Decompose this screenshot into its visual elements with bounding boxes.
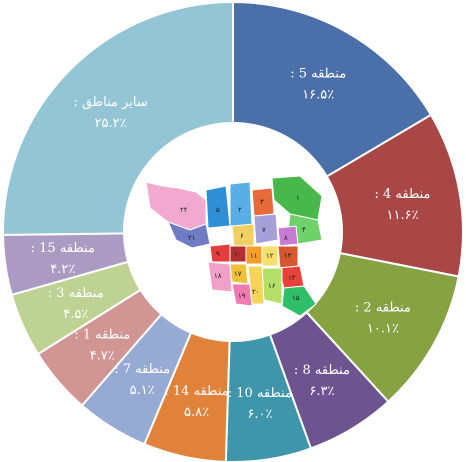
map-region-21: [167, 221, 211, 249]
map-number-16: ۱۶: [268, 282, 276, 290]
slice-value-9: ۴.۵٪: [63, 307, 88, 322]
map-number-9: ۹: [216, 250, 220, 258]
slice-label-2: منطقه 4 :: [375, 187, 431, 202]
slice-value-6: ۵.۸٪: [184, 405, 209, 420]
map-number-2: ۲: [238, 206, 242, 214]
map-number-13: ۱۳: [284, 252, 292, 260]
map-number-6: ۶: [240, 232, 244, 240]
slice-value-1: ۱۶.۵٪: [302, 88, 334, 103]
map-region-18: [207, 261, 233, 293]
slice-value-11: ۲۵.۲٪: [95, 116, 127, 131]
map-region-8: [277, 225, 299, 247]
slice-label-5: منطقه 10 :: [228, 386, 292, 401]
map-number-15: ۱۵: [292, 294, 300, 302]
tehran-district-map: ۲۲ ۲۱ ۵ ۲ ۳ ۱ ۴ ۶ ۷ ۸ ۹ ۱۰ ۱۱ ۱۲ ۱۳ ۱۴ ۱…: [145, 175, 323, 317]
slice-value-8: ۴.۷٪: [90, 349, 115, 364]
map-number-3: ۳: [260, 198, 264, 206]
slice-value-2: ۱۱.۶٪: [386, 208, 418, 223]
slice-label-8: منطقه 1 :: [74, 328, 130, 343]
slice-label-9: منطقه 3 :: [48, 286, 104, 301]
slice-label-3: منطقه 2 :: [355, 300, 411, 315]
map-number-1: ۱: [296, 194, 300, 202]
map-number-5: ۵: [216, 206, 220, 214]
slice-label-11: سایر مناطق :: [73, 95, 147, 110]
map-number-10: ۱۰: [234, 250, 242, 258]
map-number-14: ۱۴: [288, 274, 296, 282]
slice-value-7: ۵.۱٪: [130, 383, 155, 398]
slice-label-10: منطقه 15 :: [31, 241, 95, 256]
map-region-7: [253, 213, 279, 245]
map-region-22: [145, 181, 207, 231]
map-region-20: [247, 265, 265, 305]
map-number-12: ۱۲: [266, 252, 274, 260]
map-number-7: ۷: [262, 226, 266, 234]
map-number-22: ۲۲: [180, 206, 188, 214]
map-number-19: ۱۹: [238, 292, 246, 300]
map-number-4: ۴: [302, 226, 306, 234]
map-region-2: [229, 181, 253, 227]
map-number-17: ۱۷: [234, 270, 242, 278]
slice-value-3: ۱۰.۱٪: [367, 321, 399, 336]
slice-value-5: ۶.۰٪: [247, 407, 272, 422]
map-number-20: ۲۰: [252, 288, 260, 296]
map-number-8: ۸: [284, 234, 288, 242]
slice-labels-group: منطقه 5 : ۱۶.۵٪ منطقه 4 : ۱۱.۶٪ منطقه 2 : ۱۰.…: [31, 67, 431, 422]
map-number-11: ۱۱: [250, 252, 258, 260]
slice-label-1: منطقه 5 :: [290, 67, 346, 82]
slice-value-4: ۶.۳٪: [309, 384, 334, 399]
map-number-18: ۱۸: [214, 272, 222, 280]
slice-value-10: ۴.۲٪: [50, 262, 75, 277]
slice-label-6: منطقه 14 :: [164, 384, 228, 399]
slice-label-4: منطقه 8 :: [294, 363, 350, 378]
map-region-19: [231, 283, 253, 307]
map-region-12: [261, 245, 279, 267]
map-region-9: [209, 243, 231, 263]
slice-label-7: منطقه 7 :: [114, 362, 170, 377]
map-number-21: ۲۱: [188, 234, 196, 242]
